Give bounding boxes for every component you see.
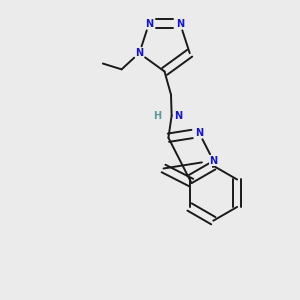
Text: N: N — [209, 156, 217, 166]
Text: N: N — [145, 19, 153, 28]
Text: N: N — [135, 48, 143, 58]
Text: N: N — [195, 128, 203, 138]
Text: N: N — [174, 111, 182, 121]
Text: H: H — [153, 111, 161, 121]
Text: N: N — [176, 19, 184, 28]
